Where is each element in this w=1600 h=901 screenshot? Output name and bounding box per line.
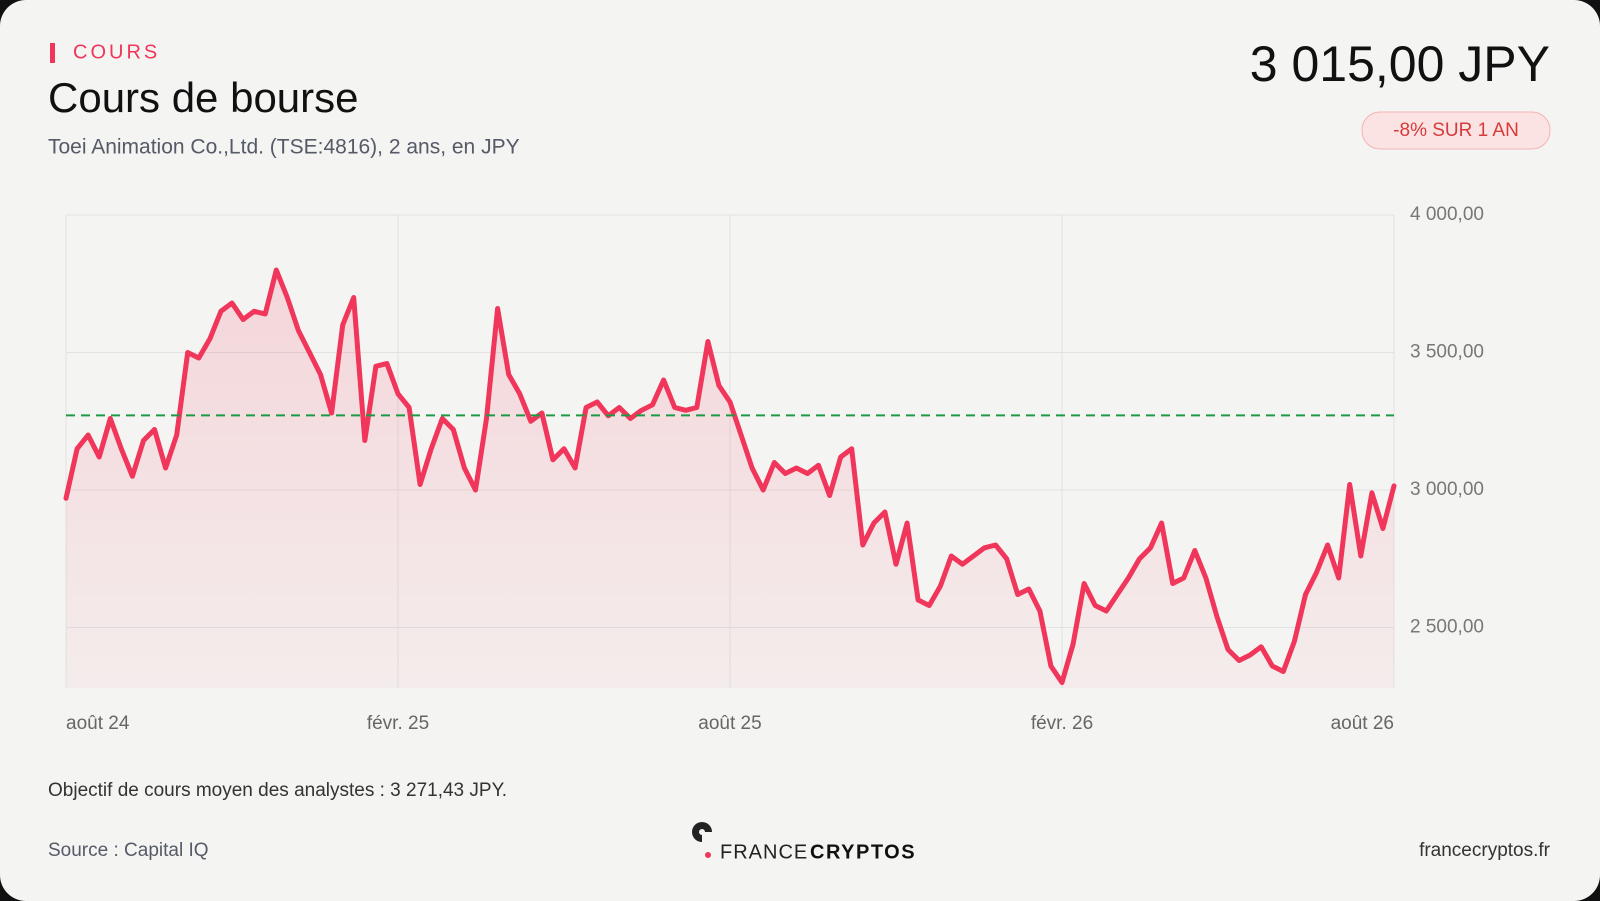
kicker: COURS [73, 41, 160, 63]
brand-bold: CRYPTOS [810, 841, 916, 863]
kicker-bar [50, 43, 55, 63]
x-tick-label: févr. 26 [1031, 713, 1093, 734]
x-tick-label: févr. 25 [367, 713, 429, 734]
y-tick-label: 2 500,00 [1410, 617, 1484, 638]
price-line [63, 267, 1397, 685]
x-tick-label: août 24 [66, 713, 130, 734]
site: francecryptos.fr [1419, 840, 1551, 861]
y-tick-label: 3 500,00 [1410, 342, 1484, 363]
change-badge [1361, 111, 1551, 150]
annotation: Objectif de cours moyen des analystes : … [48, 780, 507, 801]
x-tick-label: août 26 [1331, 713, 1394, 734]
y-tick-label: 4 000,00 [1410, 204, 1484, 225]
y-tick-label: 3 000,00 [1410, 479, 1484, 500]
area [66, 270, 1394, 688]
x-tick-label: août 25 [698, 713, 761, 734]
title: Cours de bourse [48, 74, 359, 121]
price: 3 015,00 JPY [1250, 36, 1550, 92]
brand-icon [692, 822, 712, 858]
change: -8% SUR 1 AN [1393, 120, 1519, 141]
subtitle: Toei Animation Co.,Ltd. (TSE:4816), 2 an… [48, 136, 520, 159]
source: Source : Capital IQ [48, 840, 209, 861]
brand-light: FRANCE [720, 841, 808, 863]
